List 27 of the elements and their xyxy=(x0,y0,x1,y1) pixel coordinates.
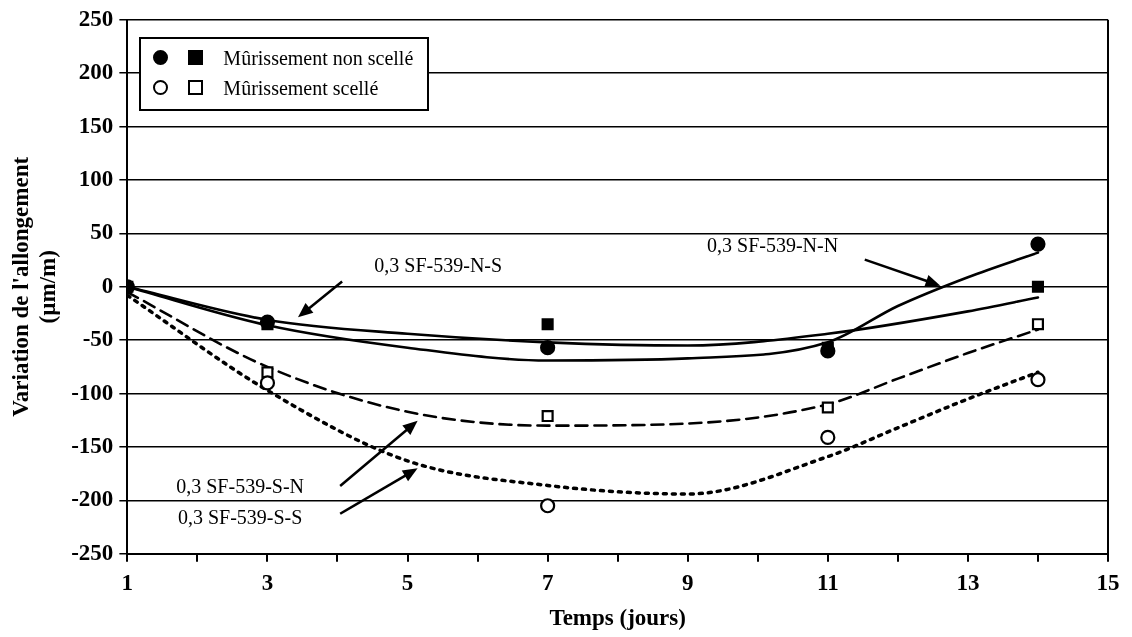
x-tick-label: 1 xyxy=(121,569,134,595)
x-tick-label: 5 xyxy=(401,569,414,595)
y-tick-label: 0 xyxy=(101,272,114,298)
y-tick-label: -150 xyxy=(71,432,114,458)
y-tick-label: 250 xyxy=(78,5,114,31)
x-tick-label: 15 xyxy=(1096,569,1120,595)
legend-label: Mûrissement non scellé xyxy=(223,45,414,71)
y-tick-label: 150 xyxy=(78,112,114,138)
y-tick-label: -200 xyxy=(71,486,114,512)
y-tick-label: 50 xyxy=(90,219,114,245)
annotation: 0,3 SF-539-S-S xyxy=(177,506,303,529)
y-tick-label: -50 xyxy=(82,326,114,352)
annotation: 0,3 SF-539-N-S xyxy=(374,253,503,276)
y-tick-label: -100 xyxy=(71,379,114,405)
x-tick-label: 3 xyxy=(261,569,274,595)
x-axis-title: Temps (jours) xyxy=(549,605,686,631)
y-tick-label: -250 xyxy=(71,539,114,565)
annotation: 0,3 SF-539-S-N xyxy=(176,475,305,498)
y-axis-title: Variation de l'allongement (µm/m) xyxy=(7,156,61,417)
y-tick-label: 100 xyxy=(78,165,114,191)
annotation: 0,3 SF-539-N-N xyxy=(707,234,839,256)
y-tick-label: 200 xyxy=(78,59,114,85)
x-tick-label: 7 xyxy=(541,569,554,595)
legend-label: Mûrissement scellé xyxy=(223,75,379,101)
x-tick-label: 13 xyxy=(956,569,980,595)
x-tick-label: 9 xyxy=(681,569,694,595)
x-tick-label: 11 xyxy=(816,569,839,595)
